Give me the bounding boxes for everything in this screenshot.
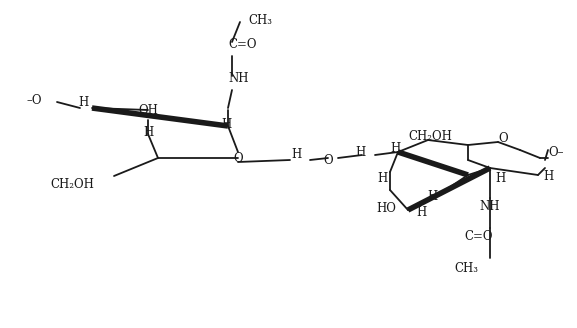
Text: CH₃: CH₃	[454, 262, 478, 275]
Text: –O: –O	[26, 93, 42, 107]
Text: H: H	[390, 141, 400, 154]
Text: O: O	[233, 152, 243, 165]
Text: H: H	[377, 172, 387, 185]
Text: H: H	[543, 170, 553, 182]
Text: CH₂OH: CH₂OH	[408, 130, 452, 143]
Text: O–: O–	[548, 146, 564, 158]
Text: CH₂OH: CH₂OH	[50, 178, 94, 191]
Text: H: H	[291, 149, 301, 161]
Text: C=O: C=O	[228, 38, 257, 51]
Text: CH₃: CH₃	[248, 14, 272, 27]
Text: NH: NH	[228, 72, 249, 85]
Text: O: O	[498, 132, 508, 145]
Text: H: H	[355, 147, 365, 159]
Text: H: H	[143, 126, 153, 139]
Text: H: H	[221, 118, 231, 131]
Text: H: H	[427, 190, 437, 203]
Text: H: H	[495, 172, 505, 185]
Text: C=O: C=O	[464, 230, 493, 243]
Text: NH: NH	[479, 200, 500, 213]
Text: H: H	[78, 96, 88, 109]
Text: HO: HO	[376, 201, 396, 215]
Text: OH: OH	[138, 104, 158, 117]
Text: O: O	[323, 154, 333, 167]
Text: H: H	[416, 206, 426, 218]
